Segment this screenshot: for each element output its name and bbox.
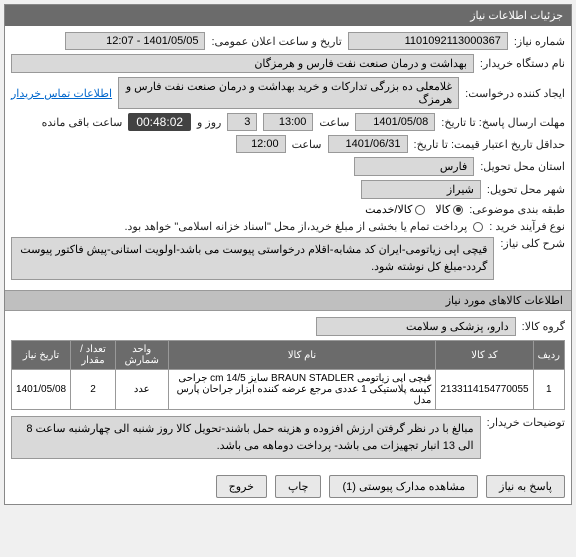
table-header-row: ردیف کد کالا نام کالا واحد شمارش تعداد /…: [12, 341, 565, 370]
print-button[interactable]: چاپ: [275, 475, 322, 498]
validity-time-field: 12:00: [236, 135, 286, 153]
validity-label: حداقل تاریخ اعتبار قیمت: تا تاریخ:: [414, 138, 565, 151]
deadline-label: مهلت ارسال پاسخ: تا تاریخ:: [441, 116, 565, 129]
col-code: کد کالا: [436, 341, 533, 370]
need-details-panel: جزئیات اطلاعات نیاز شماره نیاز: 11010921…: [4, 4, 572, 505]
attachments-button[interactable]: مشاهده مدارک پیوستی (1): [329, 475, 478, 498]
process-label: نوع فرآیند خرید :: [489, 220, 565, 233]
table-row: 1 2133114154770055 قیچی اپی زیاتومی BRAU…: [12, 370, 565, 410]
days-field: 3: [227, 113, 257, 131]
radio-unselected-icon: [473, 222, 483, 232]
notes-label: توضیحات خریدار:: [487, 416, 565, 429]
cell-row: 1: [533, 370, 564, 410]
reply-button[interactable]: پاسخ به نیاز: [486, 475, 565, 498]
category-label: طبقه بندی موضوعی:: [469, 203, 565, 216]
group-label: گروه کالا:: [522, 320, 565, 333]
deadline-time-label: ساعت: [319, 116, 349, 129]
deadline-date-field: 1401/05/08: [355, 113, 435, 131]
announce-label: تاریخ و ساعت اعلان عمومی:: [211, 35, 341, 48]
cell-qty: 2: [71, 370, 116, 410]
city-label: شهر محل تحویل:: [487, 183, 565, 196]
province-label: استان محل تحویل:: [480, 160, 565, 173]
group-field: دارو، پزشکی و سلامت: [316, 317, 516, 336]
remain-label: ساعت باقی مانده: [42, 116, 123, 129]
cell-code: 2133114154770055: [436, 370, 533, 410]
cell-name: قیچی اپی زیاتومی BRAUN STADLER سایز cm 1…: [168, 370, 436, 410]
process-radio[interactable]: [473, 222, 483, 232]
items-table: ردیف کد کالا نام کالا واحد شمارش تعداد /…: [11, 340, 565, 410]
items-section-header: اطلاعات کالاهای مورد نیاز: [5, 290, 571, 311]
col-name: نام کالا: [168, 341, 436, 370]
desc-field: قیچی اپی زیاتومی-ایران کد مشابه-اقلام در…: [11, 237, 494, 280]
radio-selected-icon: [453, 205, 463, 215]
panel-title: جزئیات اطلاعات نیاز: [5, 5, 571, 26]
cell-unit: عدد: [115, 370, 168, 410]
col-qty: تعداد / مقدار: [71, 341, 116, 370]
process-note: پرداخت تمام یا بخشی از مبلغ خرید،از محل …: [124, 220, 467, 233]
province-field: فارس: [354, 157, 474, 176]
panel-body: شماره نیاز: 1101092113000367 تاریخ و ساع…: [5, 26, 571, 290]
category-service-radio[interactable]: کالا/خدمت: [365, 203, 425, 216]
col-unit: واحد شمارش: [115, 341, 168, 370]
desc-label: شرح کلی نیاز:: [500, 237, 565, 250]
items-body: گروه کالا: دارو، پزشکی و سلامت ردیف کد ک…: [5, 311, 571, 469]
need-number-field: 1101092113000367: [348, 32, 508, 50]
days-label: روز و: [197, 116, 221, 129]
category-goods-radio[interactable]: کالا: [435, 203, 463, 216]
notes-field: مبالغ با در نظر گرفتن ارزش افزوده و هزین…: [11, 416, 481, 459]
category-service-label: کالا/خدمت: [365, 203, 412, 216]
deadline-time-field: 13:00: [263, 113, 313, 131]
radio-unselected-icon: [415, 205, 425, 215]
col-row: ردیف: [533, 341, 564, 370]
category-goods-label: کالا: [435, 203, 450, 216]
need-number-label: شماره نیاز:: [514, 35, 565, 48]
city-field: شیراز: [361, 180, 481, 199]
countdown-timer: 00:48:02: [128, 113, 191, 131]
cell-date: 1401/05/08: [12, 370, 71, 410]
buyer-field: بهداشت و درمان صنعت نفت فارس و هرمزگان: [11, 54, 474, 73]
validity-date-field: 1401/06/31: [328, 135, 408, 153]
buyer-label: نام دستگاه خریدار:: [480, 57, 565, 70]
buyer-contact-link[interactable]: اطلاعات تماس خریدار: [11, 87, 112, 100]
footer-buttons: پاسخ به نیاز مشاهده مدارک پیوستی (1) چاپ…: [5, 469, 571, 504]
col-date: تاریخ نیاز: [12, 341, 71, 370]
requester-label: ایجاد کننده درخواست:: [465, 87, 565, 100]
exit-button[interactable]: خروج: [216, 475, 267, 498]
requester-field: غلامعلی ده بزرگی تدارکات و خرید بهداشت و…: [118, 77, 459, 109]
validity-time-label: ساعت: [292, 138, 322, 151]
announce-field: 1401/05/05 - 12:07: [65, 32, 205, 50]
category-radio-group: کالا کالا/خدمت: [365, 203, 463, 216]
